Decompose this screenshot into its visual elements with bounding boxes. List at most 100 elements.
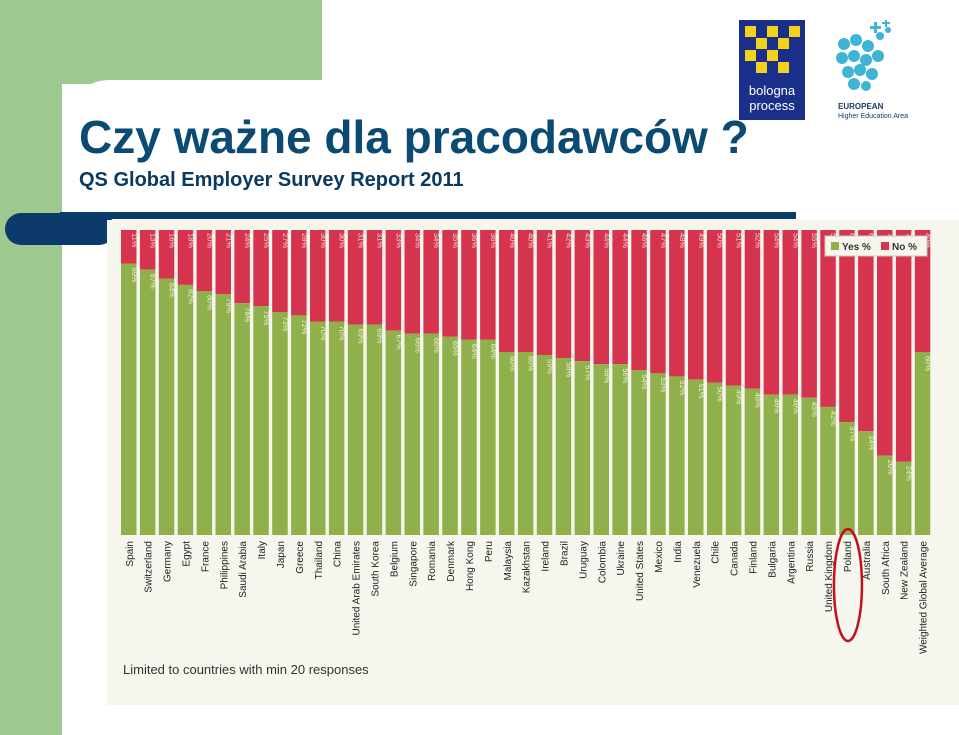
ehea-logo: EUROPEAN Higher Education Area: [832, 19, 932, 125]
bar-no-40: [877, 230, 893, 456]
category-label-35: Argentina: [786, 541, 797, 584]
label-no-16: 34%: [432, 233, 441, 248]
bar-no-9: [291, 230, 307, 316]
bar-yes-6: [234, 303, 250, 535]
bar-yes-10: [310, 321, 326, 535]
label-yes-42: 60%: [924, 356, 933, 371]
category-label-12: United Arab Emirates: [352, 541, 363, 636]
bar-no-0: [121, 230, 137, 264]
bar-no-35: [782, 230, 798, 395]
label-no-1: 13%: [149, 233, 158, 248]
category-label-8: Japan: [276, 541, 287, 568]
bar-no-14: [385, 230, 402, 331]
bar-yes-9: [291, 315, 307, 535]
bar-yes-42: [914, 352, 931, 535]
bar-yes-0: [121, 263, 137, 535]
label-no-22: 41%: [546, 233, 555, 248]
chart-footnote: Limited to countries with min 20 respons…: [123, 662, 369, 677]
label-no-30: 49%: [697, 233, 706, 248]
bar-no-39: [858, 230, 874, 432]
ehea-logo-text-2: Higher Education Area: [838, 113, 909, 120]
label-yes-22: 59%: [546, 359, 555, 374]
bar-yes-24: [574, 361, 591, 535]
label-yes-29: 52%: [678, 380, 687, 395]
label-no-21: 40%: [527, 233, 536, 248]
bar-no-41: [895, 230, 912, 462]
bar-no-26: [612, 230, 628, 365]
bar-yes-18: [461, 339, 477, 535]
category-label-5: Philippines: [219, 541, 230, 589]
label-yes-10: 70%: [319, 326, 328, 341]
label-yes-5: 79%: [224, 298, 233, 313]
bar-yes-37: [820, 406, 836, 535]
label-yes-12: 69%: [357, 329, 366, 344]
ehea-star-cluster-icon: [836, 19, 891, 91]
bar-yes-38: [839, 422, 855, 535]
bar-yes-26: [612, 364, 628, 535]
bar-yes-20: [499, 352, 515, 535]
legend-label-yes: Yes %: [842, 242, 871, 253]
bar-yes-12: [347, 324, 364, 535]
slide-title: Czy ważne dla pracodawców ?: [79, 111, 749, 163]
bar-yes-23: [555, 358, 572, 535]
category-label-3: Egypt: [181, 541, 192, 567]
bar-yes-28: [650, 373, 666, 535]
label-no-31: 50%: [716, 233, 725, 248]
bar-yes-41: [895, 461, 912, 535]
bar-yes-13: [366, 324, 383, 535]
category-label-4: France: [200, 541, 211, 573]
label-no-27: 46%: [640, 233, 649, 248]
bar-no-1: [139, 230, 156, 270]
label-no-13: 31%: [375, 233, 384, 248]
bar-no-24: [574, 230, 591, 362]
bar-no-6: [234, 230, 250, 304]
label-no-15: 34%: [413, 233, 422, 248]
label-yes-16: 66%: [432, 338, 441, 353]
legend-swatch-no: [881, 242, 889, 250]
label-no-35: 54%: [791, 233, 800, 248]
bar-no-3: [177, 230, 194, 285]
category-label-39: Australia: [862, 541, 873, 580]
category-label-41: New Zealand: [900, 541, 911, 600]
label-yes-1: 87%: [149, 274, 158, 289]
label-no-3: 18%: [186, 233, 195, 248]
category-label-20: Malaysia: [503, 541, 514, 581]
bar-no-22: [536, 230, 553, 356]
bar-no-38: [839, 230, 855, 423]
bar-yes-11: [328, 321, 345, 535]
category-label-11: China: [333, 541, 344, 568]
bar-yes-32: [725, 385, 742, 535]
category-label-29: India: [673, 541, 684, 563]
bar-no-31: [706, 230, 723, 383]
label-yes-23: 58%: [564, 362, 573, 377]
bar-yes-7: [253, 306, 269, 535]
label-no-34: 54%: [772, 233, 781, 248]
label-yes-19: 64%: [489, 344, 498, 359]
legend-swatch-yes: [831, 242, 839, 250]
label-no-36: 55%: [810, 233, 819, 248]
category-label-19: Peru: [484, 541, 495, 562]
bar-yes-40: [877, 455, 893, 535]
label-yes-24: 57%: [583, 365, 592, 380]
bar-yes-5: [215, 294, 231, 535]
label-no-29: 48%: [678, 233, 687, 248]
bar-yes-2: [158, 278, 175, 535]
bar-no-30: [688, 230, 704, 380]
label-no-14: 33%: [394, 233, 403, 248]
label-yes-35: 46%: [791, 399, 800, 414]
label-yes-18: 64%: [470, 344, 479, 359]
category-label-1: Switzerland: [144, 541, 155, 593]
bar-no-42: [914, 230, 931, 352]
label-yes-4: 80%: [205, 295, 214, 310]
label-no-0: 11%: [130, 233, 139, 248]
label-yes-3: 82%: [186, 289, 195, 304]
label-yes-15: 66%: [413, 338, 422, 353]
bar-yes-29: [669, 376, 685, 535]
category-label-9: Greece: [295, 541, 306, 574]
category-label-21: Kazakhstan: [522, 541, 533, 593]
category-label-24: Uruguay: [578, 541, 589, 579]
label-no-28: 47%: [659, 233, 668, 248]
label-yes-17: 65%: [451, 341, 460, 356]
label-yes-33: 48%: [753, 393, 762, 408]
category-label-2: Germany: [163, 541, 174, 582]
